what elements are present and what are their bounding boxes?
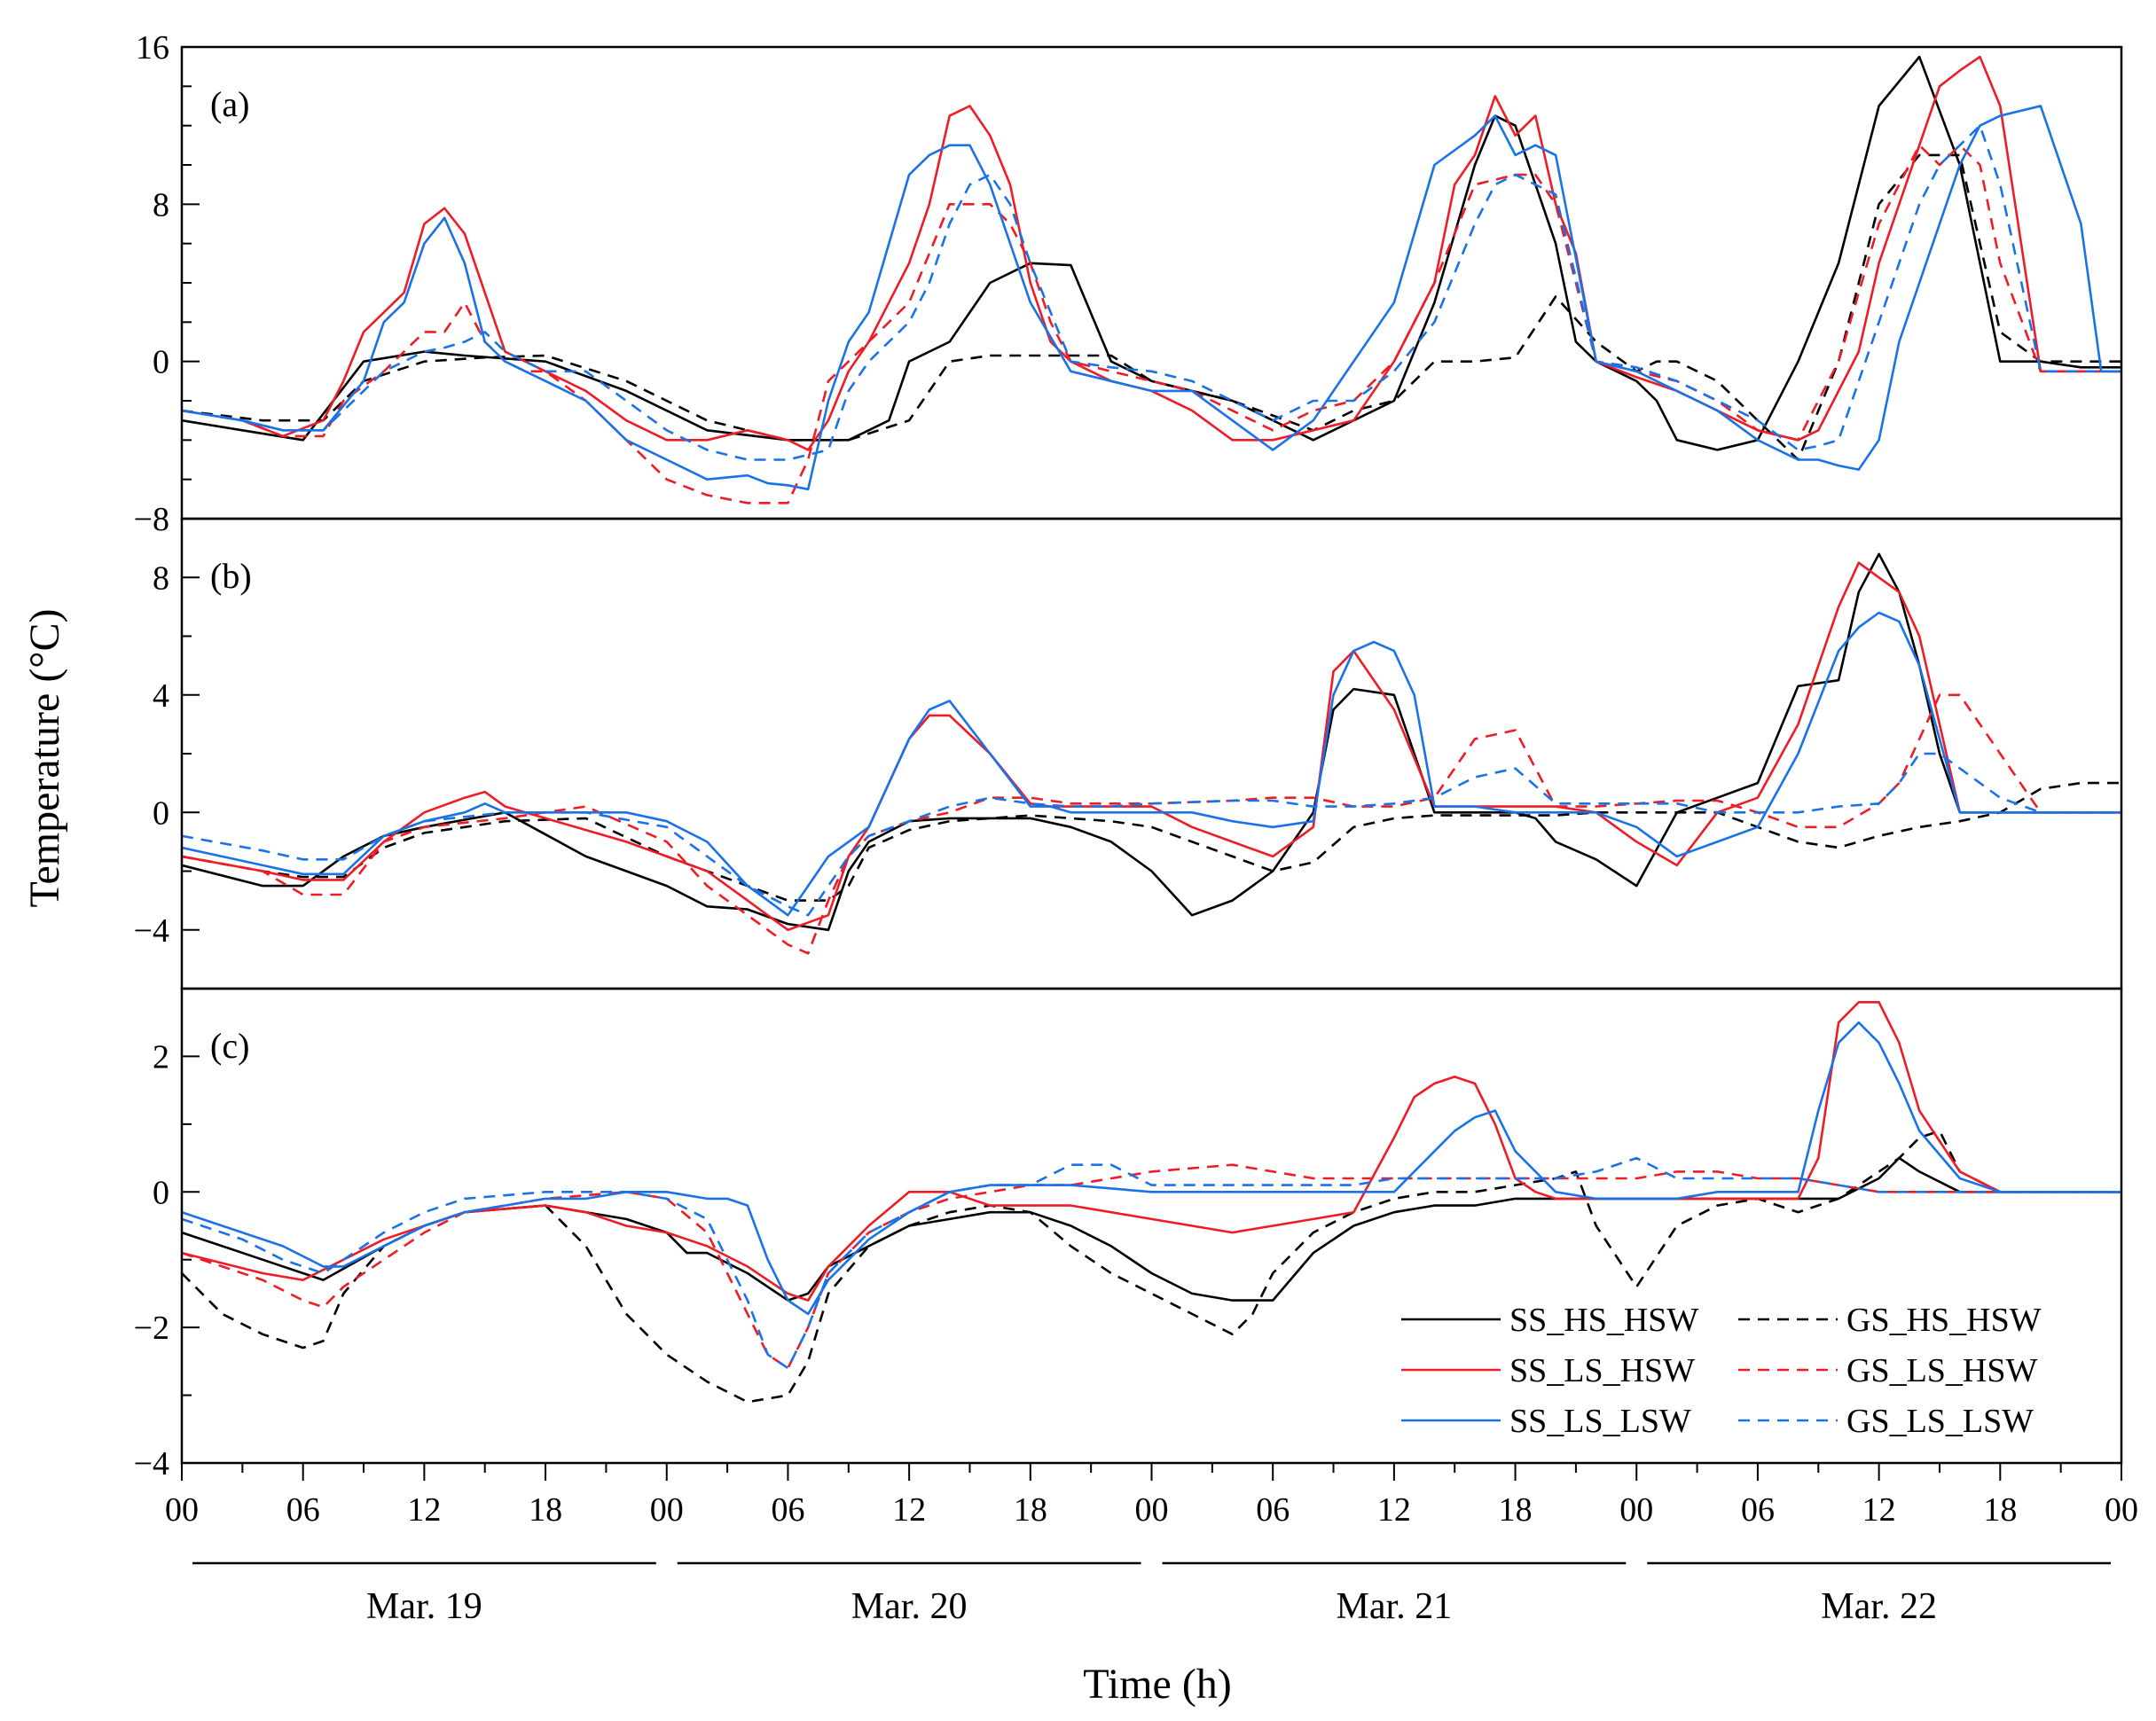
plot-area: −8 0 8 16 (a) −4 0 4 8 (b) −4 −2 0 2 (c) [134, 29, 2123, 1482]
x-tick-label: 18 [529, 1491, 562, 1529]
x-tick-label: 12 [892, 1491, 926, 1529]
y-tick-label: −4 [134, 1445, 169, 1482]
panel-label: (a) [210, 84, 249, 124]
x-tick-label: 18 [1499, 1491, 1533, 1529]
x-tick-label: 00 [2105, 1491, 2138, 1529]
y-tick-label: 8 [153, 186, 169, 223]
x-tick-label: 00 [165, 1491, 199, 1529]
panel-0: −8 0 8 16 (a) [134, 29, 2123, 538]
series-line-ss-ls-lsw [182, 105, 2121, 491]
y-tick-label: −2 [134, 1310, 169, 1347]
x-axis: 00 06 12 18 00 06 12 18 00 06 12 18 00 06 12 18 00 Mar. 1… [165, 1463, 2138, 1627]
day-label: Mar. 21 [1337, 1586, 1453, 1627]
legend-label: SS_HS_HSW [1509, 1302, 1698, 1339]
x-tick-label: 00 [1619, 1491, 1653, 1529]
series-group [182, 55, 2121, 505]
series-line-ss-ls-hsw [182, 561, 2121, 932]
legend: SS_HS_HSW GS_HS_HSW SS_LS_HSW GS_LS_HSW SS_L… [1401, 1302, 2042, 1440]
series-line-ss-ls-hsw [182, 1001, 2121, 1302]
x-tick-label: 00 [1135, 1491, 1169, 1529]
y-tick-label: −4 [134, 912, 169, 950]
series-line-gs-ls-lsw [182, 752, 2121, 917]
series-line-gs-ls-lsw [182, 1156, 2121, 1370]
y-axis-title: Temperature (°C) [21, 608, 68, 907]
series-line-gs-ls-hsw [182, 693, 2121, 955]
x-tick-label: 12 [1377, 1491, 1411, 1529]
y-tick-label: 4 [153, 677, 169, 715]
x-tick-label: 00 [650, 1491, 684, 1529]
day-label: Mar. 20 [851, 1586, 968, 1627]
x-tick-label: 06 [1256, 1491, 1290, 1529]
x-tick-label: 12 [407, 1491, 441, 1529]
x-tick-label: 06 [286, 1491, 320, 1529]
legend-label: GS_LS_HSW [1846, 1352, 2037, 1389]
x-tick-label: 06 [771, 1491, 804, 1529]
panel-1: −4 0 4 8 (b) [134, 517, 2123, 990]
y-tick-label: 0 [153, 344, 169, 381]
series-line-ss-ls-lsw [182, 1021, 2121, 1316]
series-line-gs-hs-hsw [182, 781, 2121, 902]
day-label: Mar. 22 [1821, 1586, 1937, 1627]
y-tick-label: 0 [153, 1174, 169, 1211]
y-tick-label: 16 [136, 29, 169, 66]
panel-2: −4 −2 0 2 (c) [134, 987, 2123, 1482]
series-line-gs-hs-hsw [182, 153, 2121, 461]
x-tick-label: 18 [1014, 1491, 1047, 1529]
y-tick-label: 0 [153, 794, 169, 832]
y-tick-label: −8 [134, 501, 169, 538]
y-tick-label: 8 [153, 559, 169, 597]
legend-label: GS_HS_HSW [1846, 1302, 2042, 1339]
series-line-gs-ls-lsw [182, 124, 2121, 461]
x-axis-title: Time (h) [1083, 1661, 1232, 1708]
x-tick-label: 12 [1862, 1491, 1896, 1529]
day-label: Mar. 19 [366, 1586, 482, 1627]
y-tick-label: 2 [153, 1038, 169, 1076]
x-tick-label: 18 [1983, 1491, 2017, 1529]
legend-label: SS_LS_HSW [1509, 1352, 1695, 1389]
panel-label: (c) [210, 1026, 249, 1066]
series-group [182, 1001, 2121, 1404]
legend-label: SS_LS_LSW [1509, 1403, 1691, 1440]
series-line-ss-ls-lsw [182, 611, 2121, 917]
panel-label: (b) [210, 556, 252, 596]
legend-label: GS_LS_LSW [1846, 1403, 2034, 1440]
series-line-ss-hs-hsw [182, 55, 2121, 451]
x-tick-label: 06 [1741, 1491, 1775, 1529]
series-group [182, 552, 2121, 955]
